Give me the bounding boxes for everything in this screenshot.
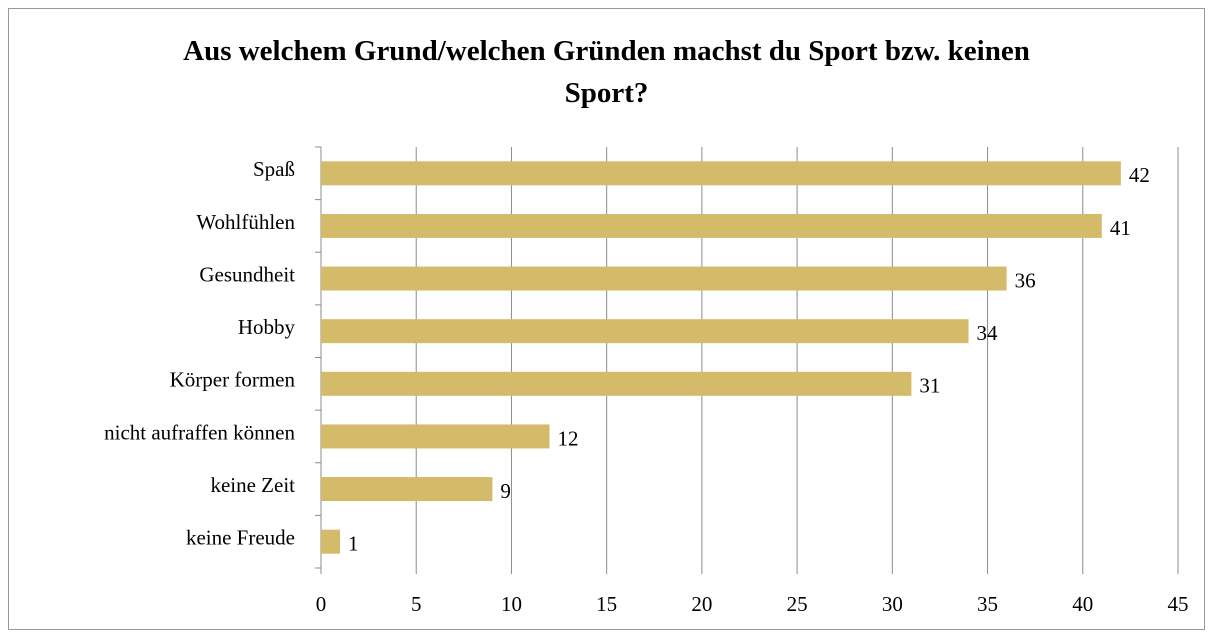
bar: [321, 161, 1121, 186]
x-tick-label: 45: [1168, 592, 1189, 616]
x-tick-label: 40: [1072, 592, 1093, 616]
bar: [321, 529, 341, 554]
bar: [321, 213, 1102, 238]
y-tick-label: keine Freude: [186, 526, 295, 550]
data-label: 1: [348, 532, 359, 556]
y-tick-label: Körper formen: [170, 368, 296, 392]
bar: [321, 424, 550, 449]
y-tick-label: keine Zeit: [210, 473, 295, 497]
y-tick-label: Wohlfühlen: [196, 210, 295, 234]
x-tick-label: 25: [787, 592, 808, 616]
x-tick-label: 10: [501, 592, 522, 616]
chart-title: Aus welchem Grund/welchen Gründen machst…: [183, 35, 1030, 109]
data-label: 41: [1110, 216, 1131, 240]
data-label: 42: [1129, 163, 1150, 187]
data-label: 9: [500, 479, 511, 503]
bar: [321, 319, 969, 344]
y-tick-label: Gesundheit: [199, 262, 295, 286]
y-tick-label: Spaß: [253, 157, 295, 181]
x-tick-label: 35: [977, 592, 998, 616]
data-label: 34: [977, 321, 999, 345]
data-label: 31: [919, 374, 940, 398]
x-tick-label: 30: [882, 592, 903, 616]
x-tick-label: 5: [411, 592, 422, 616]
bar: [321, 477, 493, 502]
y-tick-label: nicht aufraffen können: [104, 420, 295, 444]
data-label: 12: [558, 426, 579, 450]
y-tick-label: Hobby: [238, 315, 296, 339]
bar: [321, 266, 1007, 291]
x-tick-label: 20: [691, 592, 712, 616]
bar: [321, 371, 912, 396]
x-tick-label: 15: [596, 592, 617, 616]
data-label: 36: [1015, 268, 1036, 292]
x-tick-label: 0: [316, 592, 327, 616]
